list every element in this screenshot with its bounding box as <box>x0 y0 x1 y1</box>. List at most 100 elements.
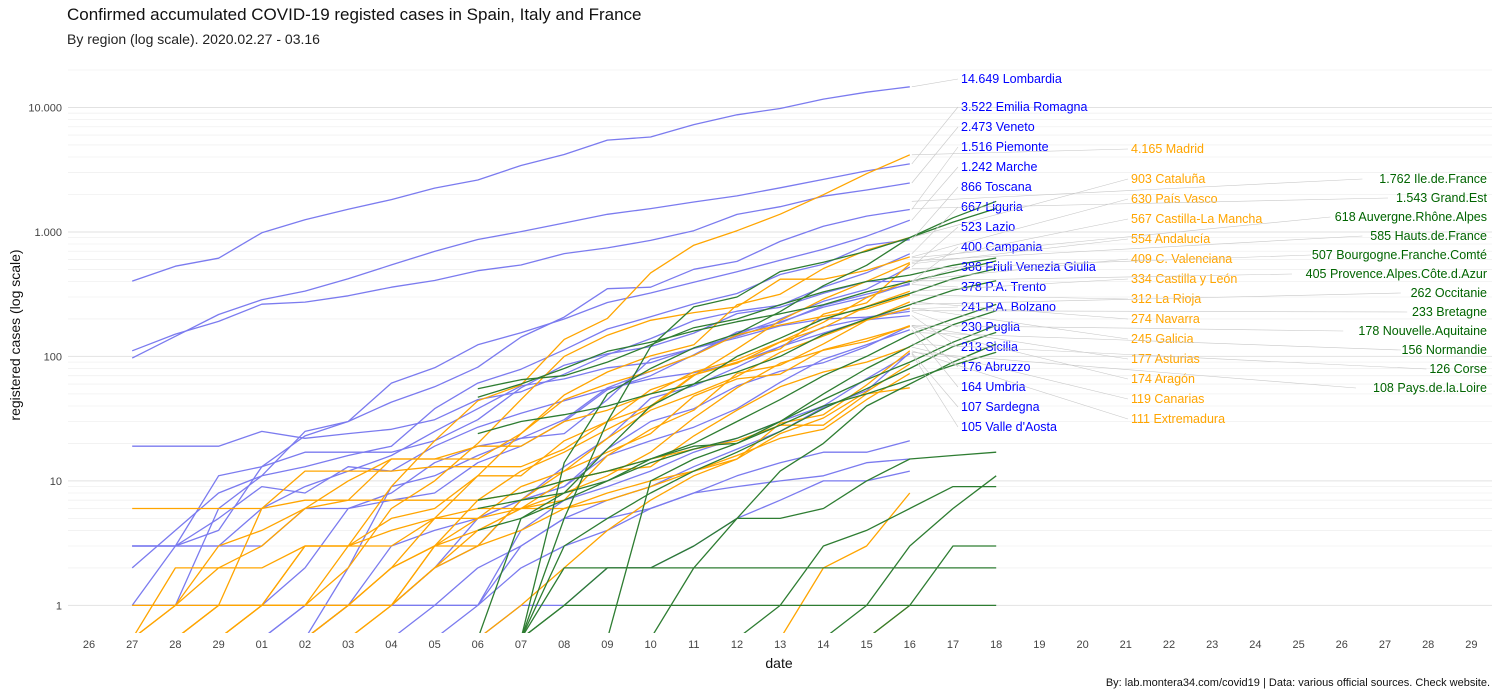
series-line <box>484 350 911 633</box>
series-line <box>477 257 997 390</box>
label-leader-line <box>911 306 959 310</box>
series-line <box>307 282 910 633</box>
label-leader-line <box>911 310 1408 313</box>
series-label: 178 Nouvelle.Aquitaine <box>1358 324 1487 338</box>
series-line <box>477 260 997 398</box>
x-tick-label: 12 <box>731 639 743 651</box>
series-label: 126 Corse <box>1429 362 1487 376</box>
series-line <box>132 346 911 510</box>
series-label: 554 Andalucía <box>1131 232 1210 246</box>
series-line <box>522 207 997 633</box>
series-label: 105 Valle d'Aosta <box>961 420 1057 434</box>
label-leader-line <box>911 352 959 408</box>
label-leader-line <box>911 292 1401 305</box>
series-line <box>131 239 910 569</box>
series-label: 174 Aragón <box>1131 372 1195 386</box>
x-tick-label: 05 <box>428 639 440 651</box>
x-tick-label: 11 <box>688 639 699 651</box>
series-line <box>132 263 911 607</box>
series-label: 409 C. Valenciana <box>1131 252 1232 266</box>
label-leader-line <box>911 346 1129 400</box>
x-tick-label: 15 <box>860 639 872 651</box>
x-tick-label: 06 <box>472 639 484 651</box>
x-tick-label: 27 <box>1379 639 1391 651</box>
series-line <box>131 163 910 359</box>
series-line <box>521 200 997 633</box>
label-leader-line <box>911 284 959 288</box>
series-label: 241 P.A. Bolzano <box>961 300 1056 314</box>
series-label: 262 Occitanie <box>1411 286 1487 300</box>
label-leader-line <box>911 148 1129 156</box>
x-tick-label: 26 <box>1336 639 1348 651</box>
label-leader-line <box>911 78 959 88</box>
series-label: 14.649 Lombardia <box>961 72 1062 86</box>
series-label: 1.762 Ile.de.France <box>1379 172 1487 186</box>
series-line <box>268 308 910 633</box>
x-tick-label: 28 <box>1422 639 1434 651</box>
series-label: 585 Hauts.de.France <box>1370 229 1487 243</box>
label-leader-line <box>911 246 959 282</box>
y-axis-label: registered cases (log scale) <box>7 249 23 420</box>
series-line <box>522 331 997 633</box>
series-label: 378 P.A. Trento <box>961 280 1046 294</box>
series-label: 213 Sicilia <box>961 340 1018 354</box>
series-line <box>311 262 911 633</box>
series-line <box>527 604 997 633</box>
x-tick-label: 18 <box>990 639 1002 651</box>
series-label: 507 Bourgogne.Franche.Comté <box>1312 248 1487 262</box>
series-line <box>138 372 911 633</box>
label-leader-line <box>911 254 1312 269</box>
x-axis-label: date <box>765 655 792 671</box>
series-label: 312 La Rioja <box>1131 292 1201 306</box>
series-line <box>131 182 910 352</box>
series-line <box>743 485 997 633</box>
x-tick-label: 29 <box>1465 639 1477 651</box>
series-line <box>354 363 911 633</box>
series-line <box>523 567 997 633</box>
series-label: 2.473 Veneto <box>961 120 1035 134</box>
series-label: 245 Galicia <box>1131 332 1194 346</box>
x-tick-label: 26 <box>83 639 95 651</box>
series-label: 866 Toscana <box>961 180 1032 194</box>
series-line <box>477 351 997 501</box>
series-label: 108 Pays.de.la.Loire <box>1373 381 1487 395</box>
label-leader-line <box>911 186 959 240</box>
series-label: 119 Canarias <box>1131 392 1204 406</box>
x-tick-label: 09 <box>601 639 613 651</box>
label-leader-line <box>911 235 1363 262</box>
y-tick-label: 10 <box>50 476 62 488</box>
label-leader-line <box>911 166 959 221</box>
series-label: 4.165 Madrid <box>1131 142 1204 156</box>
x-tick-label: 08 <box>558 639 570 651</box>
label-leader-line <box>911 350 1129 420</box>
label-leader-line <box>911 178 1129 238</box>
x-tick-label: 14 <box>817 639 829 651</box>
series-label: 230 Puglia <box>961 320 1020 334</box>
series-line <box>477 303 997 532</box>
x-tick-label: 29 <box>212 639 224 651</box>
series-line <box>477 324 997 510</box>
series-line <box>132 280 910 547</box>
series-line <box>829 475 997 633</box>
series-label: 274 Navarra <box>1131 312 1200 326</box>
series-line <box>131 86 910 282</box>
x-tick-label: 04 <box>385 639 397 651</box>
series-label: 233 Bretagne <box>1412 305 1487 319</box>
label-leader-line <box>911 178 1363 202</box>
series-line <box>224 325 910 633</box>
label-leader-line <box>911 218 1129 263</box>
label-leader-line <box>911 198 1129 258</box>
x-tick-label: 10 <box>644 639 656 651</box>
series-label: 177 Asturias <box>1131 352 1200 366</box>
x-tick-label: 24 <box>1249 639 1261 651</box>
label-leader-line <box>911 197 1389 209</box>
label-leader-line <box>911 353 959 428</box>
series-line <box>354 307 910 633</box>
series-label: 630 País Vasco <box>1131 192 1218 206</box>
label-leader-line <box>911 325 1129 360</box>
label-leader-line <box>911 332 1401 351</box>
y-tick-label: 100 <box>44 351 62 363</box>
series-line <box>397 440 910 633</box>
